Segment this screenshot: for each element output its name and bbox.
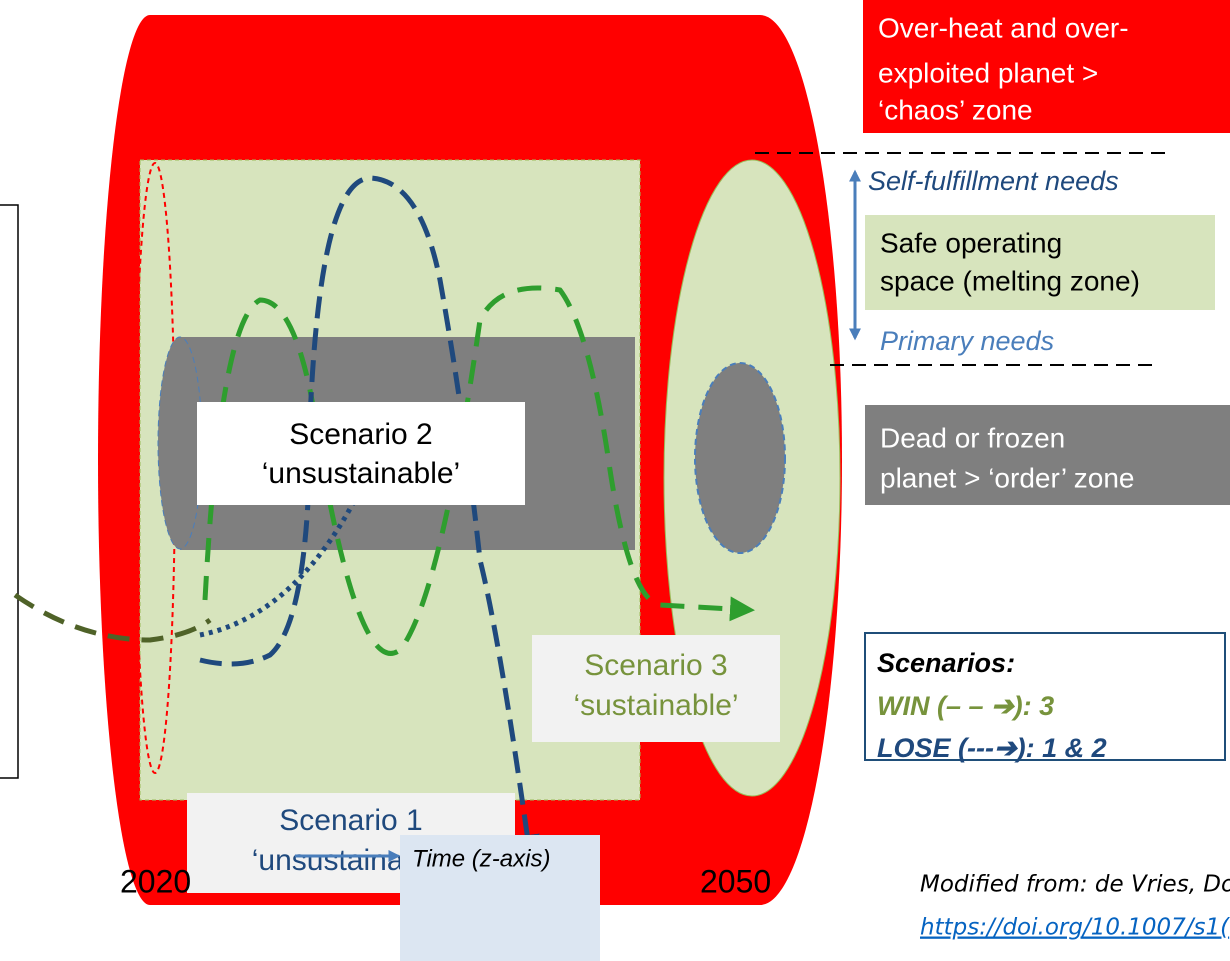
lower-label: Primary needs [880,326,1054,356]
page: Scenario 1 ‘unsustainable’ Scenario 2 ‘u… [0,0,1230,961]
side-box [0,205,18,778]
safe-text: space (melting zone) [880,265,1140,296]
legend-win: WIN (– – ➔): 3 [877,691,1054,721]
chaos-text: Over-heat and over- [878,12,1129,43]
start-year: 2020 [120,863,191,899]
order-text: Dead or frozen [880,422,1065,453]
legend-title: Scenarios: [877,648,1015,678]
chaos-text: ‘chaos’ zone [878,94,1033,125]
source-link[interactable]: https://doi.org/10.1007/s1( [920,915,1230,941]
order-tube-end [158,337,202,549]
time-label: Time (z-axis) [412,845,550,872]
scenario-2-title: Scenario 2 [289,418,432,451]
end-year: 2050 [700,863,771,899]
safe-text: Safe operating [880,227,1062,258]
order-text: planet > ‘order’ zone [880,462,1135,493]
scenario-2-subtitle: ‘unsustainable’ [262,457,460,490]
scenario-3-title: Scenario 3 [584,649,727,682]
legend-lose: LOSE (---➔): 1 & 2 [877,733,1107,763]
scenario-1-title: Scenario 1 [279,804,422,837]
chaos-text: exploited planet > [878,57,1098,88]
source-text: Modified from: de Vries, Do [920,872,1230,898]
upper-label: Self-fulfillment needs [868,166,1119,196]
diagram: Scenario 1 ‘unsustainable’ Scenario 2 ‘u… [0,0,1230,961]
scenario-3-subtitle: ‘sustainable’ [573,689,738,722]
order-tube-exit [695,363,785,553]
